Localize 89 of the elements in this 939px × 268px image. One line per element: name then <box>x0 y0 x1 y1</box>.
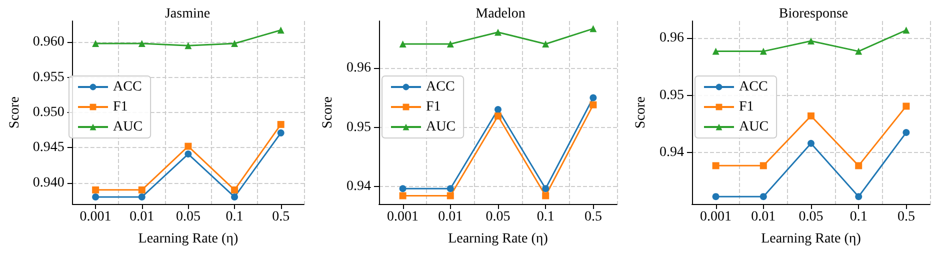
point <box>494 106 502 114</box>
y-tick-label: 0.95 <box>660 88 684 103</box>
x-tick-label: 0.001 <box>80 210 112 224</box>
point <box>808 38 814 45</box>
y-tick-label: 0.95 <box>346 120 371 135</box>
point <box>855 162 862 170</box>
point <box>542 40 550 48</box>
legend-label: ACC <box>426 80 455 94</box>
point <box>712 193 720 200</box>
point <box>902 102 910 110</box>
point <box>542 192 550 200</box>
legend-label: AUC <box>113 120 143 134</box>
x-tick-label: 0.05 <box>176 210 200 224</box>
y-tick-label: 0.96 <box>346 60 371 76</box>
x-tick-label: 0.01 <box>130 210 154 224</box>
point <box>494 112 502 120</box>
point <box>92 193 100 200</box>
point <box>184 150 192 158</box>
point <box>399 40 406 48</box>
y-tick-label: 0.945 <box>32 140 64 156</box>
point <box>92 186 100 194</box>
x-tick-label: 0.5 <box>897 210 915 224</box>
point <box>277 120 284 128</box>
point <box>231 193 238 200</box>
point <box>231 40 238 48</box>
legend-label: AUC <box>426 120 456 134</box>
y-tick-label: 0.94 <box>346 178 371 194</box>
y-tick-label: 0.96 <box>660 30 684 46</box>
x-tick-label: 0.01 <box>438 210 463 224</box>
x-tick-label: 0.5 <box>584 210 602 224</box>
point <box>494 28 502 36</box>
chart-title: Bioresponse <box>778 6 848 22</box>
legend-label: F1 <box>739 100 754 114</box>
point <box>902 26 910 34</box>
chart-title: Jasmine <box>164 6 210 22</box>
x-axis-title: Learning Rate (η) <box>138 232 238 246</box>
y-tick-label: 0.94 <box>660 145 684 160</box>
y-tick-label: 0.960 <box>32 34 64 50</box>
point <box>231 186 238 194</box>
point <box>399 192 406 200</box>
x-axis-title: Learning Rate (η) <box>761 232 862 246</box>
point <box>138 193 146 200</box>
point <box>855 48 862 55</box>
point <box>446 40 454 48</box>
point <box>590 25 597 32</box>
point <box>92 40 100 48</box>
x-tick-label: 0.05 <box>486 210 510 224</box>
point <box>446 192 454 200</box>
point <box>712 48 720 55</box>
y-tick-label: 0.940 <box>32 175 64 190</box>
point <box>446 185 454 192</box>
point <box>760 48 767 55</box>
y-axis-title: Score <box>634 96 648 128</box>
legend-label: F1 <box>113 100 128 114</box>
point <box>712 162 720 170</box>
y-axis-title: Score <box>320 96 336 128</box>
point <box>138 40 146 48</box>
point <box>184 42 192 50</box>
x-tick-label: 0.5 <box>272 210 290 224</box>
point <box>184 142 192 150</box>
x-tick-label: 0.05 <box>798 210 824 224</box>
point <box>760 193 767 200</box>
y-tick-label: 0.950 <box>32 105 64 120</box>
point <box>399 185 406 192</box>
y-tick-label: 0.955 <box>32 70 64 85</box>
x-tick-label: 0.001 <box>387 210 419 224</box>
x-tick-label: 0.001 <box>700 210 732 224</box>
point <box>138 186 146 194</box>
chart-title: Madelon <box>476 6 526 22</box>
point <box>808 140 814 147</box>
point <box>542 185 550 192</box>
y-axis-title: Score <box>8 96 22 128</box>
x-axis-title: Learning Rate (η) <box>448 232 548 246</box>
point <box>808 112 814 120</box>
point <box>277 129 284 136</box>
point <box>902 129 910 136</box>
point <box>760 162 767 170</box>
x-tick-label: 0.1 <box>536 210 554 224</box>
legend-label: F1 <box>426 100 441 114</box>
x-tick-label: 0.1 <box>850 210 868 224</box>
legend-label: ACC <box>739 80 768 94</box>
x-tick-label: 0.1 <box>226 210 244 224</box>
point <box>590 101 597 108</box>
legend-label: AUC <box>739 120 769 134</box>
legend-label: ACC <box>113 80 142 94</box>
point <box>855 193 862 200</box>
point <box>590 94 597 102</box>
point <box>277 26 284 34</box>
x-tick-label: 0.01 <box>751 210 776 224</box>
